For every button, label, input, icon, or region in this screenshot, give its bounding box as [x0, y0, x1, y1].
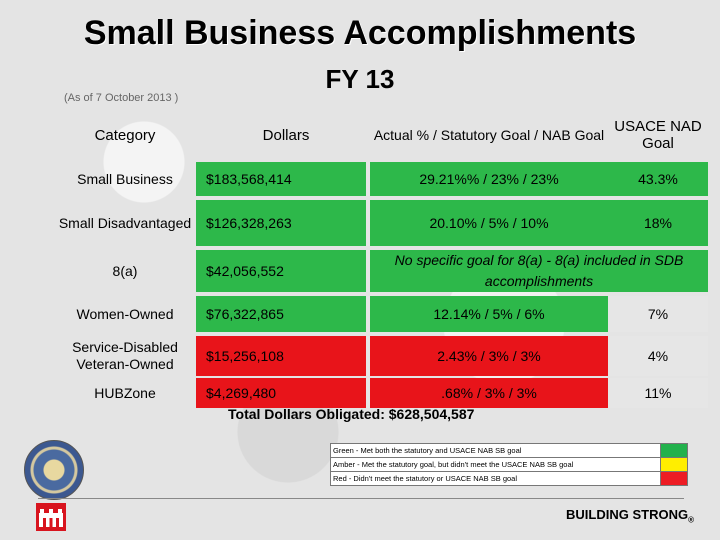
- total-dollars-obligated: Total Dollars Obligated: $628,504,587: [228, 406, 475, 422]
- col-header-actual: Actual % / Statutory Goal / NAB Goal: [373, 126, 605, 143]
- legend-row-red: Red - Didn't meet the statutory or USACE…: [331, 472, 687, 485]
- dollars-cell: $126,328,263: [196, 200, 366, 246]
- cell-gap: [366, 162, 370, 196]
- page-title: Small Business Accomplishments: [83, 14, 637, 52]
- actual-cell: 2.43% / 3% / 3%: [370, 336, 608, 376]
- table-row: HUBZone $4,269,480 .68% / 3% / 3% 11%: [58, 378, 708, 408]
- fiscal-year: FY 13: [325, 64, 395, 94]
- table-row: Small Business $183,568,414 29.21%% / 23…: [58, 162, 708, 196]
- cell-gap: [366, 378, 370, 408]
- table-header-row: Category Dollars Actual % / Statutory Go…: [58, 112, 702, 158]
- legend-swatch-green: [660, 444, 687, 457]
- brand-text: BUILDING STRONG: [566, 507, 689, 522]
- category-cell: Small Disadvantaged: [58, 214, 192, 231]
- category-cell: HUBZone: [94, 384, 156, 401]
- nad-goal-cell: 11%: [608, 378, 708, 408]
- dollars-cell: $15,256,108: [196, 336, 366, 376]
- category-cell: Service-Disabled Veteran-Owned: [72, 339, 178, 372]
- as-of-date: (As of 7 October 2013 ): [64, 92, 179, 104]
- registered-mark: ®: [688, 515, 694, 525]
- actual-cell: 29.21%% / 23% / 23%: [370, 162, 608, 196]
- col-header-dollars: Dollars: [262, 126, 310, 144]
- dollars-cell: $183,568,414: [196, 162, 366, 196]
- cell-gap: [366, 200, 370, 246]
- cell-gap: [366, 336, 370, 376]
- nad-goal-cell: 18%: [608, 200, 708, 246]
- cell-gap: [366, 250, 370, 292]
- col-header-category: Category: [94, 126, 156, 144]
- legend-text: Red - Didn't meet the statutory or USACE…: [333, 474, 518, 483]
- legend-swatch-red: [660, 472, 687, 485]
- actual-cell: 20.10% / 5% / 10%: [370, 200, 608, 246]
- district-seal-icon: [24, 440, 84, 500]
- table-row: 8(a) $42,056,552 No specific goal for 8(…: [58, 250, 708, 292]
- dollars-cell: $42,056,552: [196, 250, 366, 292]
- legend-row-green: Green - Met both the statutory and USACE…: [331, 444, 687, 458]
- category-cell: Small Business: [77, 170, 173, 187]
- dollars-cell: $4,269,480: [196, 378, 366, 408]
- nad-goal-cell: 43.3%: [608, 162, 708, 196]
- color-legend: Green - Met both the statutory and USACE…: [330, 443, 688, 486]
- dollars-cell: $76,322,865: [196, 296, 366, 332]
- nad-goal-cell: 4%: [608, 336, 708, 376]
- category-cell: 8(a): [112, 262, 138, 279]
- building-strong-brand: BUILDING STRONG®: [566, 507, 694, 525]
- legend-row-amber: Amber - Met the statutory goal, but didn…: [331, 458, 687, 472]
- legend-swatch-amber: [660, 458, 687, 471]
- actual-cell: 12.14% / 5% / 6%: [370, 296, 608, 332]
- actual-cell: .68% / 3% / 3%: [370, 378, 608, 408]
- footer-divider: [38, 498, 684, 499]
- nad-goal-cell: 7%: [608, 296, 708, 332]
- category-cell: Women-Owned: [76, 305, 174, 322]
- table-row: Service-Disabled Veteran-Owned $15,256,1…: [58, 336, 708, 376]
- 8a-note-cell: No specific goal for 8(a) - 8(a) include…: [370, 250, 708, 292]
- table-row: Small Disadvantaged $126,328,263 20.10% …: [58, 200, 708, 246]
- legend-text: Green - Met both the statutory and USACE…: [333, 446, 522, 455]
- table-row: Women-Owned $76,322,865 12.14% / 5% / 6%…: [58, 296, 708, 332]
- castle-logo-icon: [36, 503, 66, 531]
- col-header-nad-goal: USACE NAD Goal: [614, 118, 702, 152]
- legend-text: Amber - Met the statutory goal, but didn…: [333, 460, 574, 469]
- cell-gap: [366, 296, 370, 332]
